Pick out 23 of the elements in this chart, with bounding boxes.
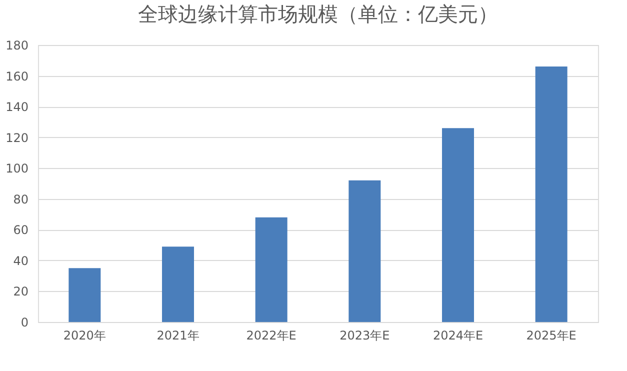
chart-title: 全球边缘计算市场规模（单位：亿美元）: [138, 2, 498, 26]
y-tick-label: 20: [13, 284, 28, 299]
bar: [162, 246, 194, 322]
x-tick-label: 2025年E: [526, 328, 576, 342]
bar: [348, 180, 381, 322]
bar: [442, 128, 474, 322]
y-tick-label: 100: [6, 162, 28, 176]
y-tick-label: 0: [20, 316, 28, 330]
x-tick-label: 2022年E: [246, 328, 296, 342]
bar: [68, 268, 101, 322]
y-tick-label: 120: [6, 130, 28, 145]
y-tick-label: 60: [13, 223, 28, 238]
x-tick-label: 2023年E: [340, 328, 390, 342]
x-tick-label: 2020年: [63, 328, 106, 342]
y-tick-label: 140: [6, 100, 28, 114]
y-tick-label: 40: [13, 254, 28, 268]
x-tick-label: 2024年E: [432, 328, 484, 342]
y-tick-label: 180: [6, 38, 28, 52]
bar: [255, 217, 288, 322]
x-tick-label: 2021年: [156, 328, 200, 342]
y-tick-label: 80: [13, 192, 28, 206]
y-tick-label: 160: [6, 69, 28, 84]
bar: [535, 66, 568, 322]
